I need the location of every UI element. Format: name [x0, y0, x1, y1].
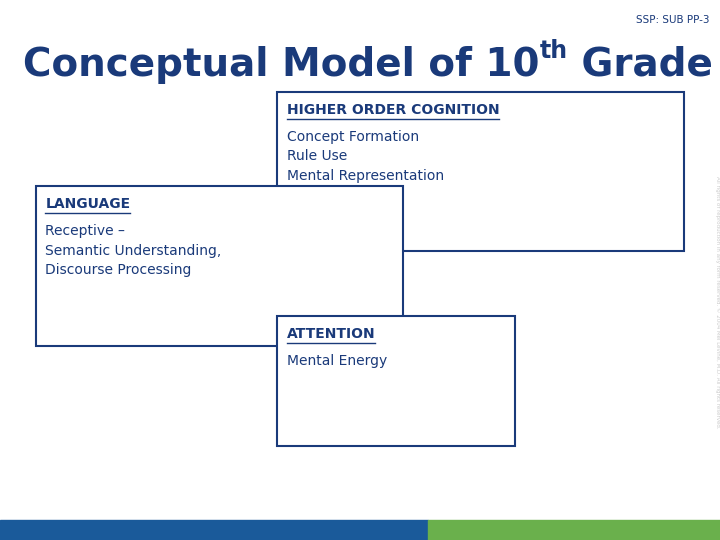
Text: LANGUAGE: LANGUAGE [45, 197, 130, 211]
Text: All rights of reproduction in any form reserved. © 2004 Mel Levine, M.D. All rig: All rights of reproduction in any form r… [715, 176, 720, 429]
Text: Conceptual Model of 10: Conceptual Model of 10 [23, 46, 539, 84]
Text: ATTENTION: ATTENTION [287, 327, 375, 341]
Text: HIGHER ORDER COGNITION: HIGHER ORDER COGNITION [287, 103, 499, 117]
Text: Grade Language Arts: Grade Language Arts [567, 46, 720, 84]
FancyBboxPatch shape [277, 316, 515, 446]
Text: th: th [539, 39, 567, 63]
Text: Concept Formation
Rule Use
Mental Representation: Concept Formation Rule Use Mental Repres… [287, 130, 444, 183]
FancyBboxPatch shape [277, 92, 684, 251]
Bar [0, 520, 428, 540]
Bar [428, 520, 720, 540]
Text: Receptive –
Semantic Understanding,
Discourse Processing: Receptive – Semantic Understanding, Disc… [45, 224, 222, 277]
Text: SSP: SUB PP-3: SSP: SUB PP-3 [636, 15, 709, 25]
Text: Mental Energy: Mental Energy [287, 354, 387, 368]
FancyBboxPatch shape [36, 186, 403, 346]
